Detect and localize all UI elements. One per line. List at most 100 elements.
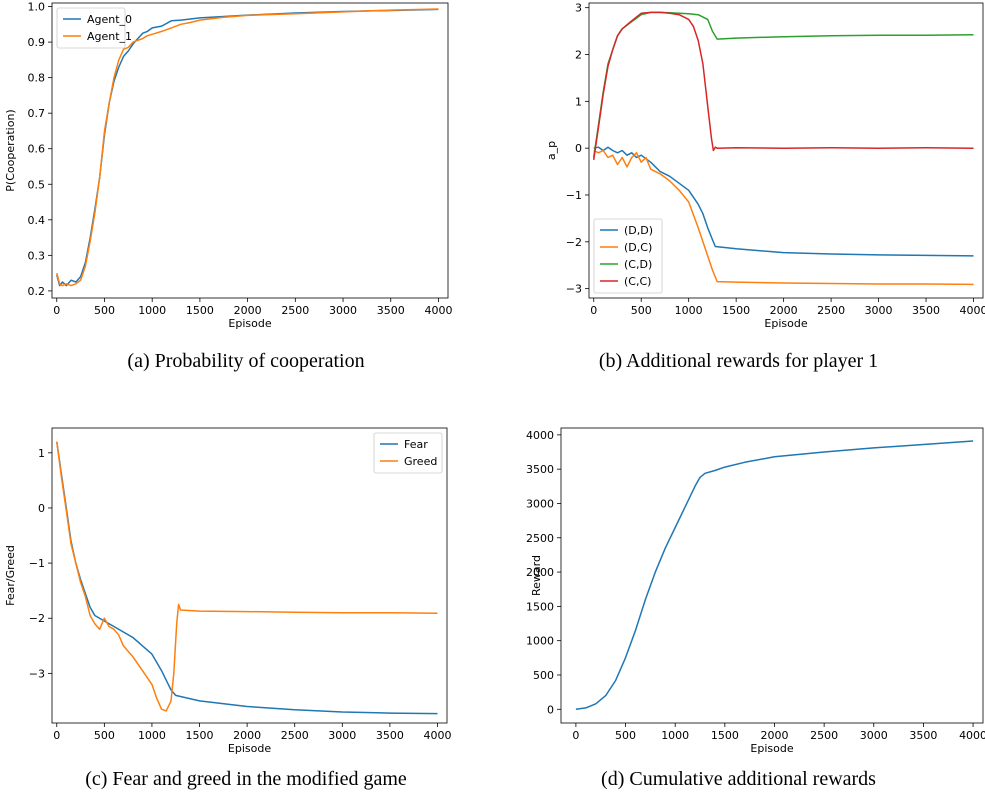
y-tick-label: 3 xyxy=(575,2,582,15)
y-tick-label: 0 xyxy=(575,142,582,155)
legend-box xyxy=(593,218,663,294)
chart-panel-d: 0 500 1000 1500 2000 2500 3000 3500 4000 0 500 1000… xyxy=(492,420,985,755)
y-tick-label: −1 xyxy=(566,189,582,202)
y-tick-label: 0.9 xyxy=(28,36,46,49)
chart-a: 0 500 1000 1500 2000 2500 3000 3500 4000 0.2 0.3 0.… xyxy=(4,1,452,330)
legend-label: (D,D) xyxy=(624,224,653,237)
y-axis-label: P(Cooperation) xyxy=(4,109,17,191)
series-line-agent-1 xyxy=(56,8,439,287)
series-line xyxy=(575,440,974,711)
x-tick-label: 1500 xyxy=(186,729,214,742)
y-tick-label: 0.6 xyxy=(28,143,46,156)
x-tick-label: 1000 xyxy=(138,729,166,742)
x-tick-label: 1000 xyxy=(661,729,689,742)
y-tick-label: 2 xyxy=(575,49,582,62)
y-tick-label: −2 xyxy=(566,236,582,249)
y-tick-label: 1.0 xyxy=(28,1,46,14)
y-tick-label: 0.8 xyxy=(28,72,46,85)
x-tick-label: 2000 xyxy=(234,304,262,317)
plot-frame xyxy=(51,427,448,724)
x-axis-label: Episode xyxy=(750,742,793,755)
y-tick-label: 0 xyxy=(547,703,554,716)
legend-label: Fear xyxy=(404,438,428,451)
plot-frame xyxy=(588,2,984,299)
y-tick-label: 2500 xyxy=(526,532,554,545)
legend-label: (C,D) xyxy=(624,258,652,271)
plot-frame xyxy=(560,427,984,724)
x-tick-label: 0 xyxy=(590,304,597,317)
x-tick-label: 4000 xyxy=(423,729,451,742)
x-tick-label: 3000 xyxy=(865,304,893,317)
y-tick-label: 4000 xyxy=(526,429,554,442)
y-tick-label: 500 xyxy=(533,669,554,682)
x-tick-label: 0 xyxy=(53,304,60,317)
x-tick-label: 500 xyxy=(615,729,636,742)
x-tick-label: 3500 xyxy=(909,729,937,742)
y-tick-label: 3500 xyxy=(526,463,554,476)
y-tick-label: 0 xyxy=(38,502,45,515)
x-tick-label: 4000 xyxy=(959,729,985,742)
y-tick-label: 0.3 xyxy=(28,249,46,262)
x-tick-label: 3000 xyxy=(860,729,888,742)
y-tick-label: 1500 xyxy=(526,600,554,613)
x-tick-label: 2500 xyxy=(281,304,309,317)
x-axis-label: Episode xyxy=(228,742,271,755)
x-tick-label: 2500 xyxy=(817,304,845,317)
y-axis-label: Reward xyxy=(530,555,543,596)
legend-label: Agent_1 xyxy=(87,30,132,43)
y-tick-label: −1 xyxy=(29,557,45,570)
caption-c: (c) Fear and greed in the modified game xyxy=(85,768,407,790)
chart-c: 0 500 1000 1500 2000 2500 3000 3500 4000 −3 −2 −1 0 1… xyxy=(4,427,451,755)
y-tick-label: 1000 xyxy=(526,635,554,648)
chart-b: 0 500 1000 1500 2000 2500 3000 3500 4000 −3 −2 −1 0 1… xyxy=(545,2,985,330)
x-tick-label: 2500 xyxy=(810,729,838,742)
y-tick-label: 0.4 xyxy=(28,214,46,227)
x-tick-label: 2000 xyxy=(760,729,788,742)
y-tick-label: 0.5 xyxy=(28,178,46,191)
y-tick-label: 1 xyxy=(38,447,45,460)
y-tick-label: 3000 xyxy=(526,497,554,510)
y-tick-label: 0.7 xyxy=(28,107,46,120)
series-line-c-d xyxy=(592,11,974,158)
chart-d: 0 500 1000 1500 2000 2500 3000 3500 4000 0 500 1000… xyxy=(526,427,985,755)
y-tick-label: 0.2 xyxy=(28,285,46,298)
chart-panel-a: 0 500 1000 1500 2000 2500 3000 3500 4000 0.2 0.3 0.… xyxy=(0,0,492,330)
y-tick-label: 2000 xyxy=(526,566,554,579)
x-tick-label: 500 xyxy=(94,729,115,742)
series-line-greed xyxy=(56,441,438,712)
x-tick-label: 1000 xyxy=(675,304,703,317)
x-tick-label: 1500 xyxy=(186,304,214,317)
x-tick-label: 0 xyxy=(53,729,60,742)
x-tick-label: 500 xyxy=(631,304,652,317)
x-axis-label: Episode xyxy=(764,317,807,330)
x-tick-label: 3000 xyxy=(328,729,356,742)
x-tick-label: 1000 xyxy=(138,304,166,317)
legend-label: Agent_0 xyxy=(87,13,132,26)
caption-a: (a) Probability of cooperation xyxy=(127,350,365,372)
legend-label: (C,C) xyxy=(624,275,651,288)
y-axis-label: Fear/Greed xyxy=(4,545,17,606)
x-tick-label: 2000 xyxy=(770,304,798,317)
x-axis-label: Episode xyxy=(228,317,271,330)
x-tick-label: 1500 xyxy=(711,729,739,742)
x-tick-label: 2000 xyxy=(233,729,261,742)
caption-d: (d) Cumulative additional rewards xyxy=(601,768,876,790)
chart-panel-b: 0 500 1000 1500 2000 2500 3000 3500 4000 −3 −2 −1 0 1… xyxy=(492,0,985,330)
x-tick-label: 3500 xyxy=(377,304,405,317)
series-line-c-c xyxy=(592,11,974,161)
x-tick-label: 0 xyxy=(572,729,579,742)
series-line-d-c xyxy=(593,149,974,286)
plot-frame xyxy=(51,2,449,299)
x-tick-label: 3000 xyxy=(329,304,357,317)
x-tick-label: 2500 xyxy=(281,729,309,742)
legend-label: Greed xyxy=(404,455,437,468)
legend-box xyxy=(56,7,126,49)
x-tick-label: 3500 xyxy=(912,304,940,317)
x-tick-label: 4000 xyxy=(960,304,985,317)
series-line-fear xyxy=(56,441,438,715)
chart-panel-c: 0 500 1000 1500 2000 2500 3000 3500 4000 −3 −2 −1 0 1… xyxy=(0,420,492,755)
x-tick-label: 500 xyxy=(94,304,115,317)
y-tick-label: −3 xyxy=(566,283,582,296)
y-tick-label: −3 xyxy=(29,667,45,680)
legend-box xyxy=(373,432,443,474)
